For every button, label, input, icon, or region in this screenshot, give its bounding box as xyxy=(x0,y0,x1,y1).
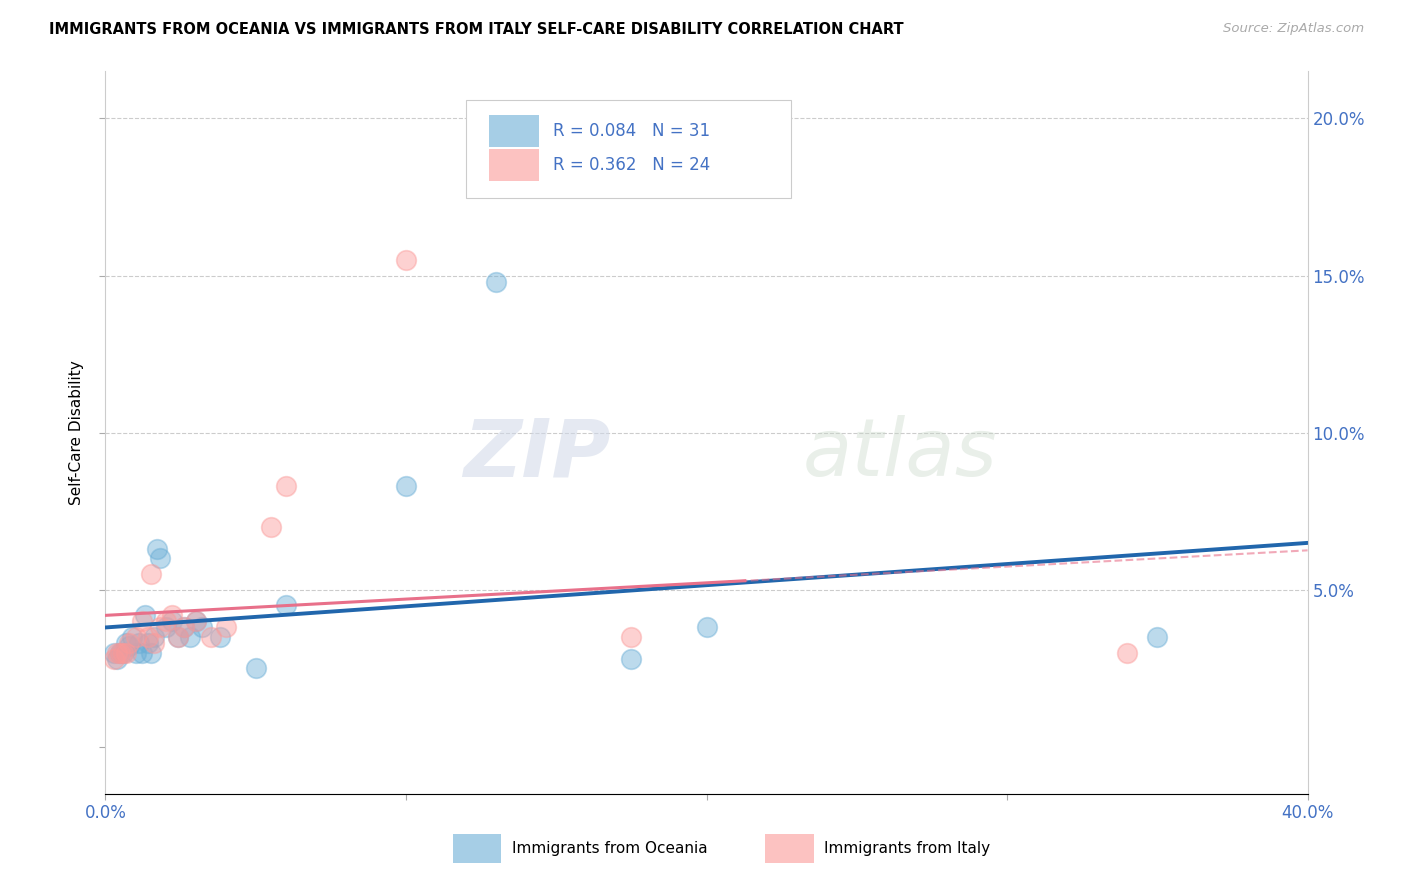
Point xyxy=(142,636,165,650)
Point xyxy=(148,620,170,634)
Point xyxy=(173,620,195,634)
Point xyxy=(112,646,135,660)
FancyBboxPatch shape xyxy=(467,100,790,198)
Point xyxy=(124,630,146,644)
Point xyxy=(208,630,231,644)
Text: IMMIGRANTS FROM OCEANIA VS IMMIGRANTS FROM ITALY SELF-CARE DISABILITY CORRELATIO: IMMIGRANTS FROM OCEANIA VS IMMIGRANTS FR… xyxy=(49,22,904,37)
Point xyxy=(103,652,125,666)
FancyBboxPatch shape xyxy=(765,834,814,863)
Text: Immigrants from Oceania: Immigrants from Oceania xyxy=(512,841,707,856)
Point xyxy=(115,646,138,660)
Point xyxy=(166,630,188,644)
Point xyxy=(110,646,132,660)
Point xyxy=(118,639,141,653)
Point xyxy=(274,599,297,613)
Point xyxy=(131,614,153,628)
Point xyxy=(184,614,207,628)
FancyBboxPatch shape xyxy=(453,834,501,863)
Point xyxy=(155,620,177,634)
Point xyxy=(134,607,156,622)
Point xyxy=(200,630,222,644)
Text: atlas: atlas xyxy=(803,416,997,493)
Text: Source: ZipAtlas.com: Source: ZipAtlas.com xyxy=(1223,22,1364,36)
Text: ZIP: ZIP xyxy=(463,416,610,493)
Text: R = 0.362   N = 24: R = 0.362 N = 24 xyxy=(553,156,710,174)
Point xyxy=(166,630,188,644)
Point xyxy=(103,646,125,660)
Text: R = 0.084   N = 31: R = 0.084 N = 31 xyxy=(553,122,710,140)
Point xyxy=(131,646,153,660)
Point xyxy=(107,652,129,666)
Point xyxy=(118,636,141,650)
Point xyxy=(173,620,195,634)
Point xyxy=(395,479,418,493)
Point xyxy=(160,614,183,628)
Point xyxy=(260,520,283,534)
Point xyxy=(148,551,170,566)
Point xyxy=(620,630,643,644)
Point xyxy=(620,652,643,666)
Y-axis label: Self-Care Disability: Self-Care Disability xyxy=(69,360,84,505)
Point xyxy=(142,630,165,644)
Point xyxy=(245,661,267,675)
Point xyxy=(124,646,146,660)
Point xyxy=(115,636,138,650)
Point xyxy=(107,646,129,660)
Point xyxy=(112,646,135,660)
Point xyxy=(139,566,162,581)
Point xyxy=(696,620,718,634)
Point xyxy=(485,275,508,289)
Point xyxy=(274,479,297,493)
Text: Immigrants from Italy: Immigrants from Italy xyxy=(824,841,990,856)
FancyBboxPatch shape xyxy=(489,115,540,147)
Point xyxy=(121,630,143,644)
Point xyxy=(184,614,207,628)
Point xyxy=(145,541,167,556)
Point xyxy=(110,646,132,660)
Point xyxy=(214,620,236,634)
Point xyxy=(136,636,159,650)
FancyBboxPatch shape xyxy=(489,149,540,181)
Point xyxy=(1116,646,1139,660)
Point xyxy=(136,630,159,644)
Point xyxy=(179,630,201,644)
Point xyxy=(155,614,177,628)
Point xyxy=(160,607,183,622)
Point xyxy=(139,646,162,660)
Point xyxy=(190,620,212,634)
Point xyxy=(128,636,150,650)
Point xyxy=(1146,630,1168,644)
Point xyxy=(395,252,418,267)
